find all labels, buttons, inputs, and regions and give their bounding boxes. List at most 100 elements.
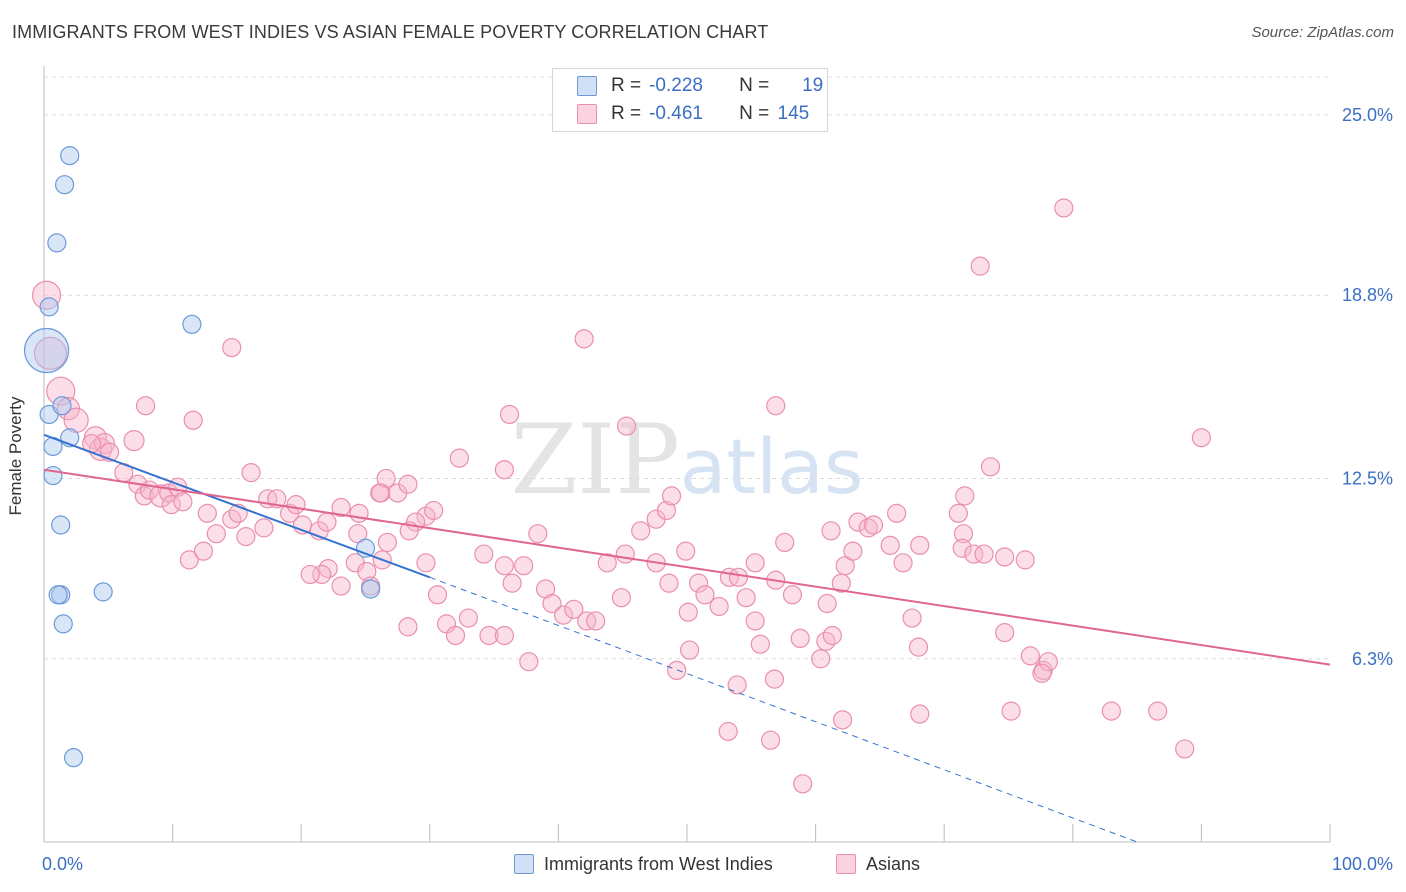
west-indies-point [53, 614, 73, 634]
asians-point [1101, 701, 1121, 721]
asians-point [494, 625, 514, 646]
asians-point [910, 535, 930, 555]
asians-point [970, 256, 990, 276]
west-indies-trendline [43, 433, 431, 579]
asians-point [910, 704, 930, 724]
legend-row-west-indies: R = -0.228 N = 19 [577, 73, 823, 99]
west-indies-point [63, 748, 84, 768]
asians-point [887, 503, 907, 523]
asians-point [793, 774, 813, 794]
asians-point [974, 544, 994, 564]
asians-point [31, 280, 62, 310]
asians-point [254, 518, 274, 538]
asians-point [817, 593, 837, 614]
asians-point [479, 625, 499, 646]
asians-point [908, 637, 929, 657]
asians-point [736, 588, 756, 608]
asians-point [1191, 428, 1212, 448]
west-indies-point [54, 175, 75, 195]
asians-point [980, 457, 1001, 477]
asians-point [728, 567, 749, 587]
asians-point [709, 596, 729, 617]
asians-point [416, 506, 436, 526]
asians-point [236, 527, 256, 547]
asians-point [494, 460, 514, 480]
asians-point [766, 396, 786, 416]
asians-point [474, 544, 494, 564]
asians-point [197, 503, 217, 523]
asians-point [615, 544, 635, 564]
asians-point [995, 622, 1015, 643]
asians-point [676, 541, 696, 561]
legend-swatch-asians [577, 104, 597, 124]
asians-point [317, 512, 337, 532]
asians-point [760, 730, 781, 750]
asians-point [678, 602, 698, 622]
asians-point [1032, 663, 1052, 683]
asians-point [858, 518, 878, 538]
asians-point [667, 660, 687, 681]
asians-point [833, 710, 853, 730]
source-label: Source: ZipAtlas.com [1251, 24, 1394, 41]
west-indies-point [182, 314, 202, 334]
asians-point [564, 599, 584, 619]
asians-point [616, 416, 637, 436]
asians-point [902, 608, 922, 628]
asians-point [790, 628, 810, 649]
asians-point [745, 553, 765, 573]
asians-point [135, 396, 156, 416]
asians-point [953, 524, 974, 544]
asians-point [695, 585, 715, 605]
asians-point [286, 495, 306, 515]
x-tick-label-min: 0.0% [42, 854, 83, 874]
asians-point [458, 608, 478, 628]
west-indies-point [93, 582, 113, 602]
asians-point [811, 649, 831, 669]
asians-point [331, 576, 351, 596]
asians-point [964, 544, 984, 564]
asians-point [1001, 701, 1021, 721]
legend-n-label: N = [739, 103, 770, 124]
asians-point [586, 611, 606, 631]
asians-point [398, 617, 418, 637]
asians-point [863, 515, 884, 535]
asians-point [1015, 550, 1035, 570]
asians-point [193, 541, 214, 561]
asians-point [424, 500, 444, 521]
correlation-legend: R = -0.228 N = 19 R = -0.461 N = 145 [552, 68, 828, 132]
asians-point [718, 721, 738, 742]
asians-point [775, 532, 795, 553]
west-indies-point [52, 396, 72, 416]
west-indies-point [51, 515, 71, 535]
asians-point [222, 337, 242, 358]
asians-point [661, 486, 682, 506]
asians-point [822, 625, 842, 646]
x-tick-label-max: 100.0% [1332, 854, 1393, 874]
asians-point [416, 553, 436, 573]
asians-trendline [43, 468, 1331, 666]
bottom-legend-swatch-west-indies [514, 854, 534, 874]
west-indies-point [23, 327, 70, 374]
asians-point [33, 336, 68, 370]
legend-r-value: -0.461 [649, 103, 703, 124]
legend-n-value: 145 [777, 103, 810, 124]
asians-point [1175, 739, 1195, 759]
asians-point [398, 474, 418, 494]
legend-row-asians: R = -0.461 N = 145 [577, 101, 809, 127]
asians-point [656, 500, 677, 521]
asians-point [449, 448, 469, 468]
west-indies-trendline-extension [429, 576, 1138, 843]
bottom-legend-west-indies: Immigrants from West Indies [514, 852, 773, 876]
asians-point [173, 492, 193, 512]
asians-point [427, 585, 448, 605]
asians-point [1038, 652, 1058, 672]
asians-point [161, 495, 181, 515]
asians-point [183, 410, 203, 430]
asians-point [821, 521, 841, 541]
west-indies-point [47, 233, 67, 253]
asians-point [542, 593, 562, 614]
asians-point [514, 556, 534, 576]
y-tick-label: 6.3% [1352, 649, 1393, 669]
asians-point [499, 404, 520, 425]
